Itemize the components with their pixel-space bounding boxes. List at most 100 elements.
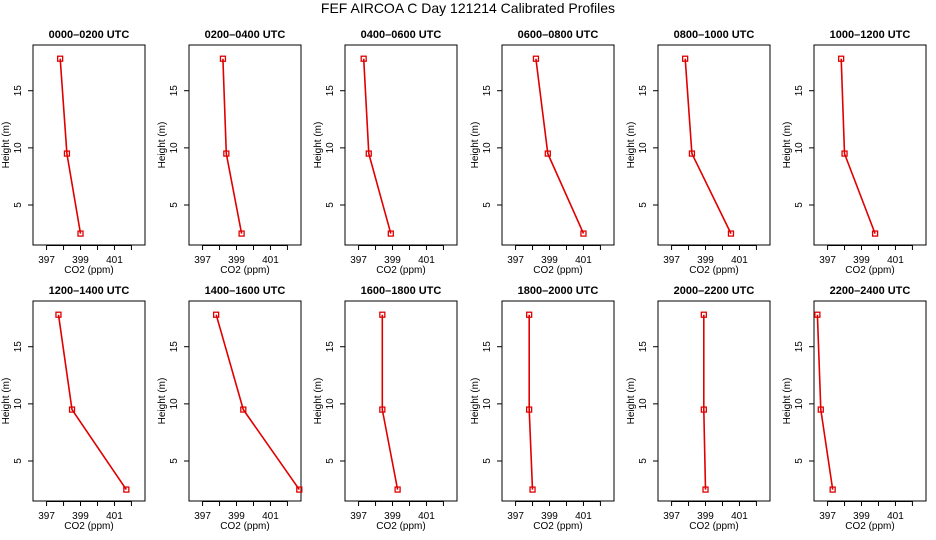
panel-title: 0400–0600 UTC [361,29,442,41]
plot-frame [813,44,927,246]
x-axis-label: CO2 (ppm) [376,265,425,276]
x-tick-label: 397 [38,255,55,266]
x-tick-label: 401 [262,255,279,266]
plot-frame [501,44,615,246]
y-tick-label: 15 [638,85,649,97]
x-axis-label: CO2 (ppm) [845,521,894,532]
x-tick-label: 399 [228,511,245,522]
figure-title: FEF AIRCOA C Day 121214 Calibrated Profi… [321,0,615,16]
x-axis-label: CO2 (ppm) [689,265,738,276]
profile-line [684,58,732,234]
x-axis-label: CO2 (ppm) [376,521,425,532]
x-tick-label: 397 [194,255,211,266]
y-tick-label: 15 [482,341,493,353]
y-tick-label: 10 [13,398,24,410]
x-tick-label: 399 [72,255,89,266]
panel-title: 2000–2200 UTC [674,285,755,297]
x-tick-label: 399 [541,511,558,522]
chart-panel-1: 0000–0200 UTC 397 399 401 5 10 15 CO2 (ppm) Heig… [1,29,146,276]
data-point [702,486,709,493]
x-tick-label: 401 [887,511,904,522]
x-tick-label: 399 [541,255,558,266]
y-tick-label: 10 [794,398,805,410]
chart-panel-4: 0600–0800 UTC 397 399 401 5 10 15 CO2 (ppm) Heig… [470,29,615,276]
x-tick-label: 401 [418,255,435,266]
y-tick-label: 5 [169,458,180,464]
x-axis-label: CO2 (ppm) [220,265,269,276]
y-tick-label: 10 [169,142,180,154]
y-axis-label: Height (m) [782,122,793,169]
x-tick-label: 397 [38,511,55,522]
y-tick-label: 5 [13,458,24,464]
y-axis-label: Height (m) [470,122,481,169]
plot-frame [813,300,927,502]
profile-line [528,314,534,490]
y-tick-label: 10 [325,398,336,410]
profile-line [381,314,399,490]
y-tick-label: 15 [325,341,336,353]
y-tick-label: 15 [794,85,805,97]
y-tick-label: 5 [482,458,493,464]
panel-title: 0000–0200 UTC [49,29,130,41]
x-axis-label: CO2 (ppm) [64,521,113,532]
x-axis-label: CO2 (ppm) [845,265,894,276]
profile-line [702,314,707,490]
data-point [238,230,245,237]
y-tick-label: 5 [638,458,649,464]
data-point [682,55,689,62]
data-point [213,311,220,318]
profile-line [222,58,243,234]
panel-title: 0600–0800 UTC [518,29,599,41]
data-point [379,311,386,318]
x-tick-label: 397 [819,511,836,522]
data-point [871,230,879,237]
panel-title: 2200–2400 UTC [830,285,911,297]
y-tick-label: 15 [482,85,493,97]
profile-line [59,58,82,234]
x-tick-label: 399 [384,255,401,266]
y-tick-label: 10 [638,142,649,154]
x-tick-label: 401 [262,511,279,522]
y-axis-label: Height (m) [626,378,637,425]
data-point [55,311,62,318]
data-point [219,55,227,62]
y-tick-label: 15 [13,85,24,97]
data-point [829,486,836,493]
data-point [841,150,848,157]
panel-title: 1600–1800 UTC [361,285,442,297]
profile-line [840,58,876,234]
plot-frame [657,44,771,246]
data-point [727,230,735,237]
x-axis-label: CO2 (ppm) [689,521,738,532]
data-point [526,311,533,318]
y-tick-label: 15 [13,341,24,353]
data-point [387,230,394,237]
data-point [700,311,707,318]
x-tick-label: 401 [731,511,748,522]
plot-frame [188,300,302,502]
panel-title: 1200–1400 UTC [49,285,130,297]
chart-panel-6: 1000–1200 UTC 397 399 401 5 10 15 CO2 (ppm) Heig… [782,29,927,276]
plot-frame [32,300,146,502]
data-point [838,55,845,62]
chart-panel-12: 2200–2400 UTC 397 399 401 5 10 15 CO2 (ppm) Heig… [782,285,927,532]
y-tick-label: 10 [482,142,493,154]
y-tick-label: 5 [325,458,336,464]
profile-line [816,314,834,490]
x-axis-label: CO2 (ppm) [64,265,113,276]
y-tick-label: 15 [169,85,180,97]
panel-title: 0800–1000 UTC [674,29,755,41]
chart-panel-9: 1600–1800 UTC 397 399 401 5 10 15 CO2 (ppm) Heig… [313,285,458,532]
data-point [817,406,824,413]
plot-frame [657,300,771,502]
x-tick-label: 397 [194,511,211,522]
y-tick-label: 10 [13,142,24,154]
chart-panel-11: 2000–2200 UTC 397 399 401 5 10 15 CO2 (ppm) Heig… [626,285,771,532]
profile-line [535,58,585,234]
x-tick-label: 397 [663,511,680,522]
x-tick-label: 401 [106,511,123,522]
data-point [365,150,372,157]
x-tick-label: 401 [575,255,592,266]
x-tick-label: 399 [384,511,401,522]
